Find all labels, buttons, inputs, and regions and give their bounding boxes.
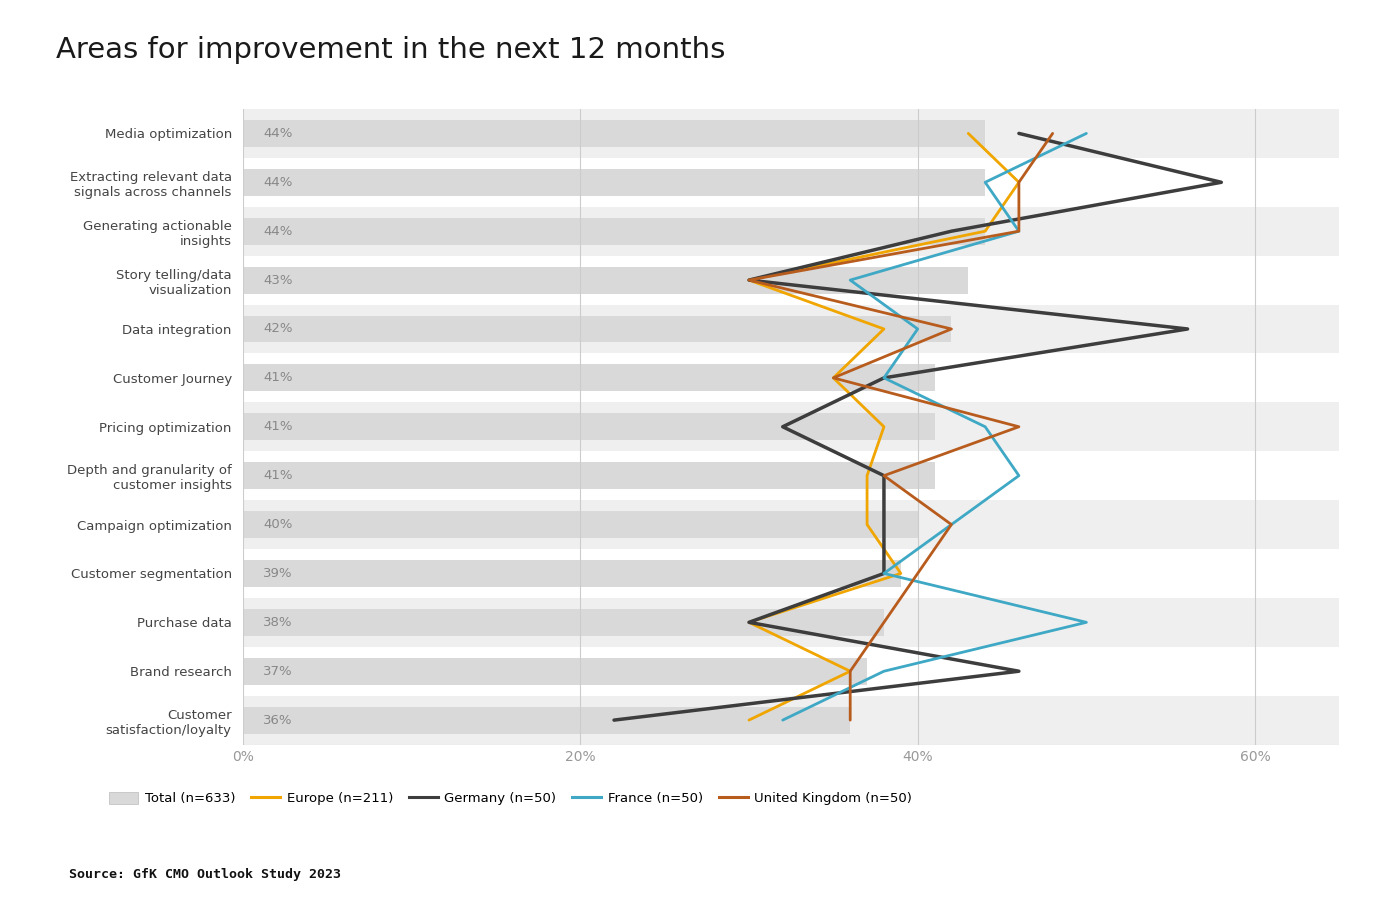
Bar [243,109,1339,158]
Bar [243,316,951,342]
Text: 44%: 44% [264,224,293,238]
Legend: Total (n=633), Europe (n=211), Germany (n=50), France (n=50), United Kingdom (n=: Total (n=633), Europe (n=211), Germany (… [104,786,917,811]
Bar [243,304,1339,353]
Text: 36%: 36% [264,714,293,726]
Bar [243,609,884,636]
Text: 43%: 43% [264,273,293,287]
Bar [243,256,1339,304]
Text: 44%: 44% [264,127,293,140]
Text: 41%: 41% [264,420,293,433]
Bar [243,696,1339,745]
Bar [243,158,1339,207]
Bar [243,120,985,147]
Bar [243,451,1339,500]
Text: Source: GfK CMO Outlook Study 2023: Source: GfK CMO Outlook Study 2023 [69,868,341,881]
Bar [243,169,985,196]
Text: 37%: 37% [264,665,293,677]
Bar [243,353,1339,402]
Text: 41%: 41% [264,469,293,482]
Bar [243,402,1339,451]
Bar [243,657,868,685]
Bar [243,413,934,440]
Bar [243,511,917,538]
Text: 42%: 42% [264,322,293,335]
Text: 38%: 38% [264,616,293,629]
Bar [243,267,969,293]
Bar [243,706,851,734]
Bar [243,560,901,587]
Text: 44%: 44% [264,176,293,189]
Bar [243,207,1339,256]
Text: 39%: 39% [264,567,293,580]
Text: Areas for improvement in the next 12 months: Areas for improvement in the next 12 mon… [56,36,725,64]
Bar [243,500,1339,549]
Bar [243,549,1339,597]
Bar [243,597,1339,646]
Bar [243,462,934,489]
Bar [243,218,985,244]
Bar [243,364,934,391]
Bar [243,646,1339,696]
Text: 41%: 41% [264,371,293,384]
Text: 40%: 40% [264,518,293,531]
